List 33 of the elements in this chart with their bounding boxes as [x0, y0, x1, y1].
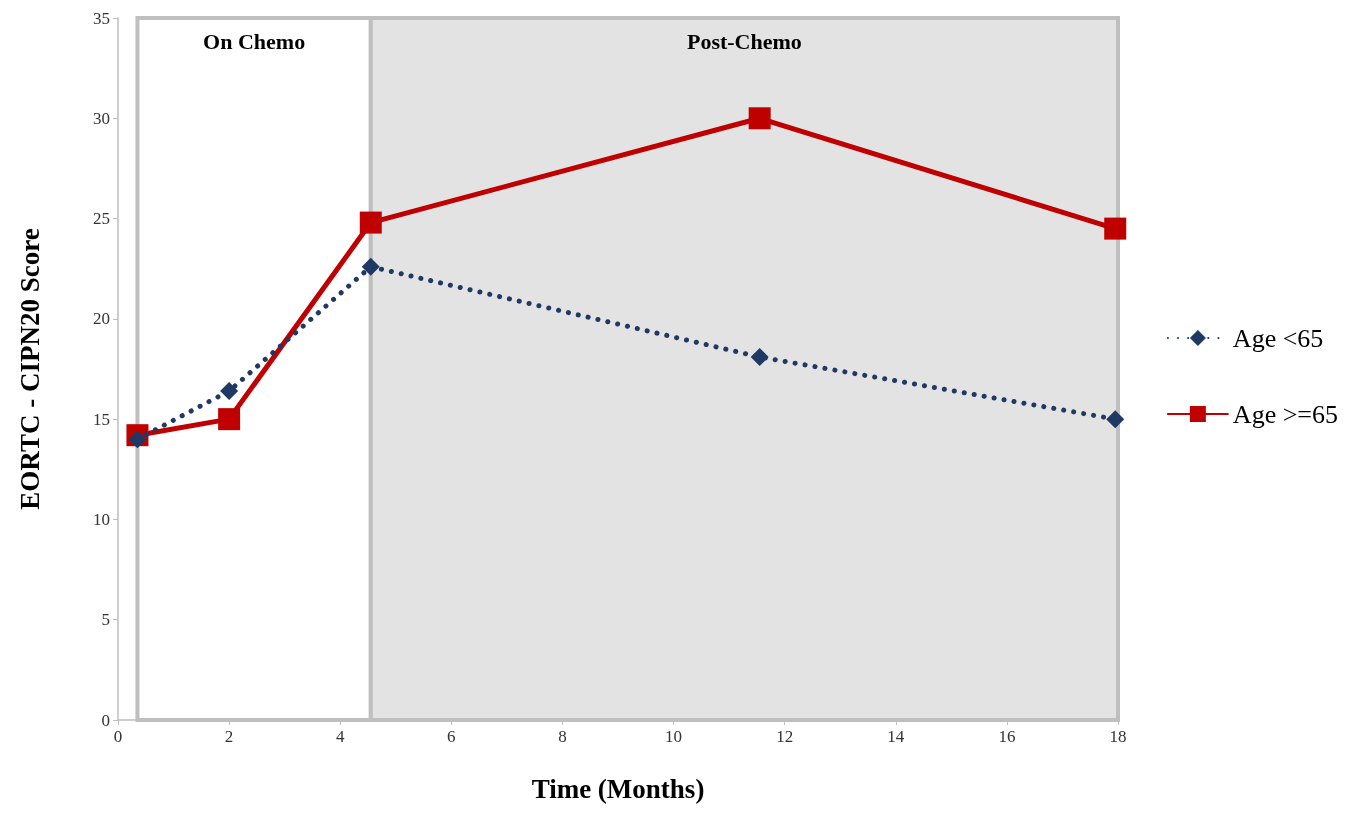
x-tick-label: 18	[1109, 727, 1127, 746]
point	[218, 408, 241, 431]
band-label: Post-Chemo	[686, 28, 802, 54]
x-tick-label: 6	[447, 727, 456, 746]
band-label: On Chemo	[203, 28, 306, 54]
y-tick-label: 10	[93, 509, 110, 529]
legend-label: Age <65	[1232, 323, 1324, 353]
y-tick-label: 0	[101, 710, 110, 730]
x-axis-title: Time (Months)	[531, 773, 705, 804]
y-tick-label: 20	[93, 309, 110, 329]
x-tick-label: 16	[998, 727, 1016, 746]
y-axis-title: EORTC - CIPN20 Score	[14, 228, 45, 510]
y-tick-label: 5	[101, 610, 110, 630]
x-tick-label: 8	[558, 727, 567, 746]
point	[220, 382, 239, 401]
x-tick-label: 12	[776, 727, 794, 746]
point	[1106, 410, 1125, 429]
point	[748, 107, 771, 130]
legend-label: Age >=65	[1232, 399, 1339, 429]
y-tick-label: 25	[93, 209, 110, 229]
x-tick-label: 4	[335, 727, 345, 746]
x-tick-label: 0	[113, 727, 123, 746]
point	[750, 347, 769, 366]
y-tick-label: 35	[93, 8, 110, 28]
y-tick-label: 15	[93, 409, 110, 429]
x-tick-label: 2	[224, 727, 234, 746]
point	[1104, 217, 1127, 240]
point	[361, 257, 380, 276]
y-tick-label: 30	[93, 108, 110, 128]
point	[128, 430, 147, 449]
x-tick-label: 10	[665, 727, 683, 746]
x-tick-label: 14	[887, 727, 905, 746]
point	[359, 211, 382, 234]
